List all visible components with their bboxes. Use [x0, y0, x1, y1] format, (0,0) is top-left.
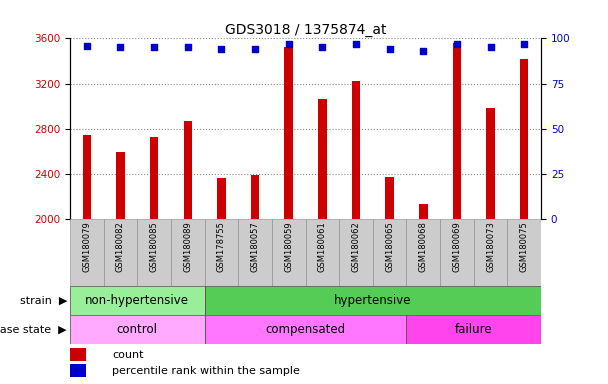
Bar — [103, 219, 137, 286]
Bar — [238, 219, 272, 286]
Bar — [385, 177, 394, 219]
Point — [519, 41, 529, 47]
Text: GSM180065: GSM180065 — [385, 221, 394, 271]
Bar — [453, 43, 461, 219]
Point — [317, 44, 327, 50]
Point — [149, 44, 159, 50]
Point — [250, 46, 260, 52]
Bar — [508, 219, 541, 286]
Text: control: control — [117, 323, 157, 336]
Text: percentile rank within the sample: percentile rank within the sample — [112, 366, 300, 376]
Text: non-hypertensive: non-hypertensive — [85, 294, 189, 307]
Bar — [171, 219, 204, 286]
Bar — [70, 286, 204, 315]
Text: GSM180068: GSM180068 — [419, 221, 428, 272]
Point — [116, 44, 125, 50]
Bar — [204, 315, 407, 344]
Point — [452, 41, 462, 47]
Text: GSM180073: GSM180073 — [486, 221, 495, 272]
Point — [284, 41, 294, 47]
Bar — [407, 219, 440, 286]
Bar — [339, 219, 373, 286]
Bar — [272, 219, 305, 286]
Bar — [70, 364, 86, 377]
Bar — [440, 219, 474, 286]
Text: GSM180085: GSM180085 — [150, 221, 159, 271]
Bar — [70, 315, 204, 344]
Point — [486, 44, 496, 50]
Text: disease state  ▶: disease state ▶ — [0, 324, 67, 334]
Bar — [486, 108, 495, 219]
Bar — [352, 81, 360, 219]
Point — [385, 46, 395, 52]
Bar — [204, 219, 238, 286]
Bar — [407, 315, 541, 344]
Point — [216, 46, 226, 52]
Bar — [520, 59, 528, 219]
Bar — [251, 175, 259, 219]
Bar — [70, 348, 86, 361]
Text: GSM180062: GSM180062 — [351, 221, 361, 271]
Text: GSM180059: GSM180059 — [284, 221, 293, 271]
Bar — [285, 47, 293, 219]
Text: GSM180079: GSM180079 — [82, 221, 91, 271]
Text: GSM180057: GSM180057 — [250, 221, 260, 271]
Bar — [318, 99, 326, 219]
Text: GSM180061: GSM180061 — [318, 221, 327, 271]
Text: GSM180069: GSM180069 — [452, 221, 461, 271]
Text: hypertensive: hypertensive — [334, 294, 412, 307]
Bar — [137, 219, 171, 286]
Text: GSM180082: GSM180082 — [116, 221, 125, 271]
Bar — [217, 178, 226, 219]
Title: GDS3018 / 1375874_at: GDS3018 / 1375874_at — [225, 23, 386, 37]
Bar — [150, 137, 158, 219]
Bar — [184, 121, 192, 219]
Point — [351, 41, 361, 47]
Bar — [419, 204, 427, 219]
Bar — [305, 219, 339, 286]
Bar — [116, 152, 125, 219]
Text: compensated: compensated — [266, 323, 345, 336]
Bar — [474, 219, 508, 286]
Point — [418, 48, 428, 54]
Text: GSM180089: GSM180089 — [183, 221, 192, 271]
Point — [183, 44, 193, 50]
Text: GSM180075: GSM180075 — [520, 221, 529, 271]
Point — [82, 43, 92, 49]
Bar — [373, 219, 407, 286]
Bar — [83, 136, 91, 219]
Text: GSM178755: GSM178755 — [217, 221, 226, 272]
Bar — [204, 286, 541, 315]
Text: strain  ▶: strain ▶ — [19, 295, 67, 306]
Bar — [70, 219, 103, 286]
Text: failure: failure — [455, 323, 492, 336]
Text: count: count — [112, 349, 144, 359]
